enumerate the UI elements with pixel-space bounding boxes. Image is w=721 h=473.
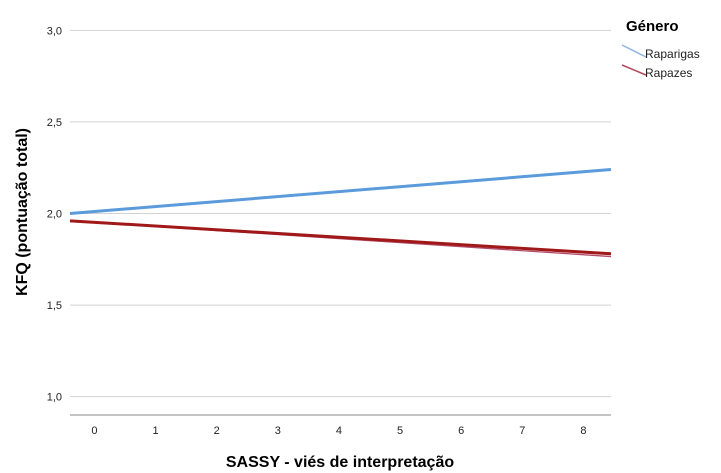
y-tick-label: 2,0 xyxy=(47,209,62,221)
legend-swatch-raparigas xyxy=(621,44,647,58)
x-axis-title: SASSY - viés de interpretação xyxy=(226,454,454,471)
x-tick-label: 2 xyxy=(214,425,220,437)
legend: Género Raparigas Rapazes xyxy=(621,18,700,80)
y-tick-label: 3,0 xyxy=(47,25,62,37)
legend-title: Género xyxy=(626,18,679,35)
y-tick-label: 2,5 xyxy=(47,117,62,129)
y-tick-label: 1,5 xyxy=(47,300,62,312)
x-tick-label: 7 xyxy=(519,425,525,437)
series-line-rapazes xyxy=(69,219,612,256)
gridlines xyxy=(70,29,611,398)
x-tick-label: 5 xyxy=(397,425,403,437)
y-tick-label: 1,0 xyxy=(47,392,62,404)
series-layer xyxy=(69,168,612,258)
x-tick-label: 0 xyxy=(91,425,97,437)
x-tick-label: 1 xyxy=(153,425,159,437)
y-ticks: 1,0 1,5 2,0 2,5 3,0 xyxy=(47,25,62,403)
series-line-raparigas xyxy=(69,168,612,215)
x-ticks: 0 1 2 3 4 5 6 7 8 xyxy=(91,425,586,437)
legend-swatch-rapazes xyxy=(621,64,647,76)
legend-label-rapazes: Rapazes xyxy=(645,66,692,80)
x-tick-label: 8 xyxy=(580,425,586,437)
x-tick-label: 6 xyxy=(458,425,464,437)
legend-label-raparigas: Raparigas xyxy=(645,47,700,61)
x-tick-label: 3 xyxy=(275,425,281,437)
x-tick-label: 4 xyxy=(336,425,342,437)
y-axis-title: KFQ (pontuação total) xyxy=(14,128,31,296)
